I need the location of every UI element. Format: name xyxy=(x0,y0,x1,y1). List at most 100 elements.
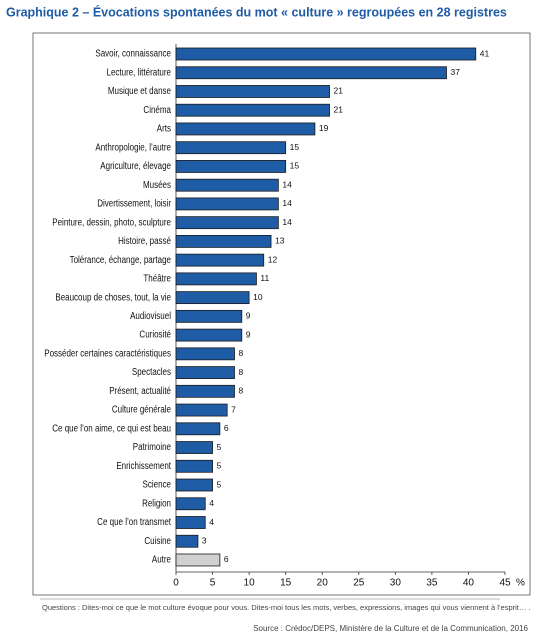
note: Questions : Dites-moi ce que le mot cult… xyxy=(42,603,531,612)
category-label: Cinéma xyxy=(143,105,171,116)
x-tick-label: 20 xyxy=(317,578,329,589)
category-label: Arts xyxy=(157,124,171,135)
bar xyxy=(175,66,447,80)
bar xyxy=(175,441,213,454)
x-tick-label: 35 xyxy=(426,578,438,589)
bar xyxy=(175,178,279,192)
value-label: 9 xyxy=(246,329,251,339)
category-label: Divertissement, loisir xyxy=(97,199,171,210)
bar xyxy=(175,366,235,379)
x-tick-label: 45 xyxy=(499,578,511,589)
value-label: 14 xyxy=(282,179,292,189)
category-label: Religion xyxy=(142,498,171,509)
bar xyxy=(175,309,243,323)
bar xyxy=(175,553,221,567)
category-label: Histoire, passé xyxy=(118,236,171,247)
category-label: Curiosité xyxy=(139,330,171,341)
value-label: 12 xyxy=(268,254,278,264)
bar xyxy=(175,197,279,211)
x-tick-label: 25 xyxy=(353,578,365,589)
category-label: Anthropologie, l’autre xyxy=(95,142,171,153)
category-label: Théâtre xyxy=(143,274,171,285)
bar xyxy=(175,85,330,98)
value-label: 5 xyxy=(217,442,222,452)
value-label: 41 xyxy=(480,48,490,58)
value-label: 4 xyxy=(209,517,214,527)
category-label: Présent, actualité xyxy=(109,386,171,397)
value-label: 13 xyxy=(275,236,285,246)
bar xyxy=(175,534,199,548)
x-tick-label: 30 xyxy=(390,578,402,589)
category-label: Musées xyxy=(143,180,171,191)
value-label: 5 xyxy=(217,479,222,489)
bar xyxy=(175,384,235,398)
bar xyxy=(175,403,228,417)
bar xyxy=(175,103,330,117)
value-label: 8 xyxy=(238,367,243,377)
source: Source : Crédoc/DEPS, Ministère de la Cu… xyxy=(253,624,528,633)
x-unit: % xyxy=(516,578,525,589)
category-label: Savoir, connaissance xyxy=(95,49,171,60)
value-label: 14 xyxy=(282,198,292,208)
category-label: Posséder certaines caractéristiques xyxy=(44,348,171,359)
value-label: 21 xyxy=(334,104,344,114)
value-label: 15 xyxy=(290,161,300,171)
bar xyxy=(175,459,213,473)
value-label: 3 xyxy=(202,535,207,545)
value-label: 4 xyxy=(209,498,214,508)
bar xyxy=(175,234,272,248)
value-label: 7 xyxy=(231,404,236,414)
bar xyxy=(175,516,206,529)
category-label: Enrichissement xyxy=(116,461,171,472)
value-label: 15 xyxy=(290,142,300,152)
bar xyxy=(175,160,287,173)
category-label: Musique et danse xyxy=(108,86,172,97)
value-label: 8 xyxy=(238,348,243,358)
value-label: 14 xyxy=(282,217,292,227)
value-label: 11 xyxy=(260,273,269,283)
bar xyxy=(175,328,243,342)
value-label: 9 xyxy=(246,311,251,321)
category-label: Cuisine xyxy=(144,536,171,547)
category-label: Peinture, dessin, photo, sculpture xyxy=(52,217,171,228)
bar xyxy=(175,497,206,511)
value-label: 37 xyxy=(451,67,461,77)
category-label: Tolérance, échange, partage xyxy=(70,255,172,266)
category-label: Ce que l’on transmet xyxy=(97,517,171,528)
value-label: 6 xyxy=(224,423,229,433)
x-tick-label: 40 xyxy=(463,578,475,589)
category-label: Audiovisuel xyxy=(130,311,171,322)
value-label: 8 xyxy=(238,386,243,396)
category-label: Lecture, littérature xyxy=(107,67,172,78)
chart-title: Graphique 2 – Évocations spontanées du m… xyxy=(6,4,507,19)
x-tick-label: 0 xyxy=(173,578,179,589)
x-tick-label: 5 xyxy=(210,578,216,589)
category-label: Patrimoine xyxy=(133,442,172,453)
bar xyxy=(175,478,213,492)
category-label: Culture générale xyxy=(112,405,171,416)
bar xyxy=(175,141,287,155)
category-label: Autre xyxy=(152,555,171,566)
bar xyxy=(175,422,221,436)
category-label: Ce que l’on aime, ce qui est beau xyxy=(52,423,171,434)
bar xyxy=(175,122,316,136)
category-label: Spectacles xyxy=(132,367,171,378)
bar xyxy=(175,272,257,286)
value-label: 6 xyxy=(224,554,229,564)
bar xyxy=(175,47,477,61)
category-label: Science xyxy=(143,480,172,491)
value-label: 5 xyxy=(217,461,222,471)
bar xyxy=(175,347,235,361)
value-label: 19 xyxy=(319,123,329,133)
bar xyxy=(175,216,279,230)
bar xyxy=(175,253,265,267)
value-label: 10 xyxy=(253,292,263,302)
bar xyxy=(175,291,250,305)
category-label: Agriculture, élevage xyxy=(100,161,171,172)
frame xyxy=(32,32,531,596)
category-label: Beaucoup de choses, tout, la vie xyxy=(55,292,171,303)
x-tick-label: 10 xyxy=(244,578,256,589)
x-tick-label: 15 xyxy=(280,578,292,589)
value-label: 21 xyxy=(334,86,344,96)
